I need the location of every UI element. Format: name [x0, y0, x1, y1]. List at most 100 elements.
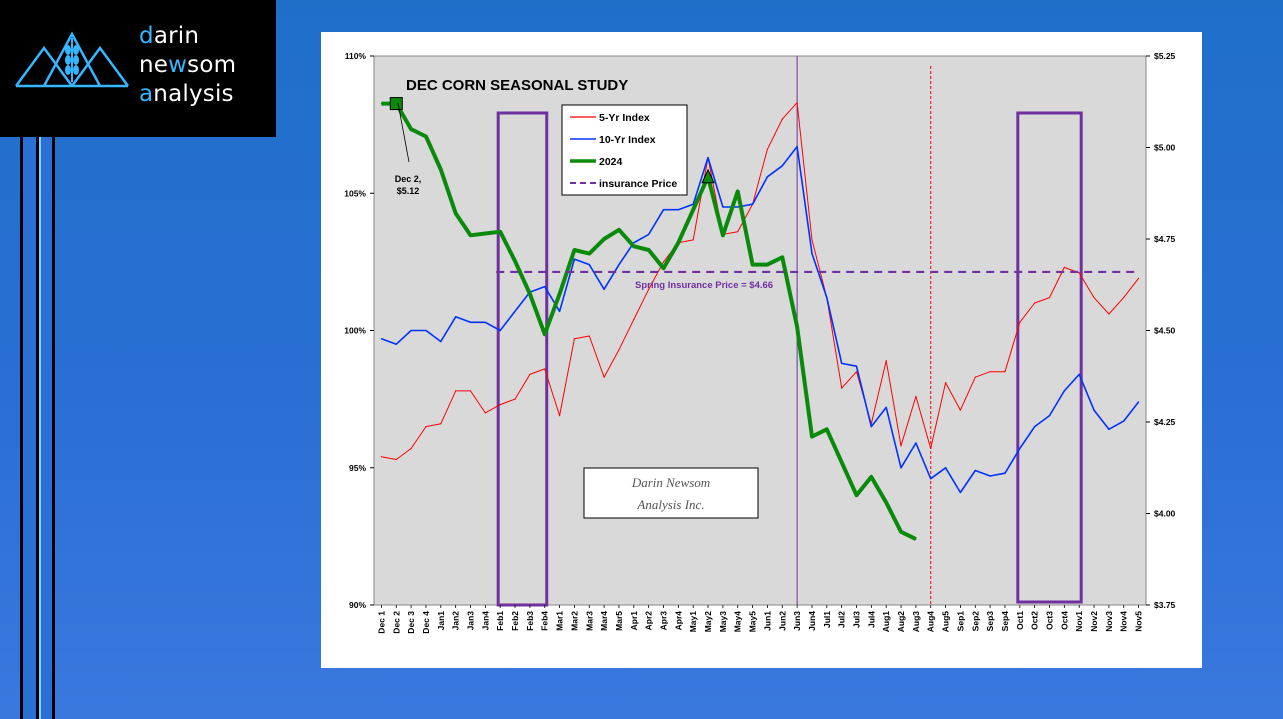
data-point-2024 [855, 494, 858, 496]
x-tick-label: May5 [748, 611, 758, 633]
data-point-5-yr-index [1048, 296, 1051, 299]
data-point-5-yr-index [603, 376, 605, 378]
start-label-price: $5.12 [397, 186, 420, 196]
x-tick-label: Dec 3 [406, 611, 416, 634]
x-tick-label: May1 [688, 611, 698, 633]
data-point-5-yr-index [1108, 313, 1110, 315]
data-point-10-yr-index [469, 321, 472, 323]
start-point-marker [389, 97, 403, 111]
brand-line-3: analysis [139, 81, 234, 107]
data-point-5-yr-index [662, 261, 665, 263]
x-tick-label: Aug2 [896, 611, 906, 633]
data-point-2024 [633, 245, 635, 247]
data-point-10-yr-index [885, 406, 887, 408]
data-point-10-yr-index [766, 176, 769, 178]
data-point-2024 [692, 209, 694, 211]
data-point-2024 [648, 249, 650, 251]
data-point-2024 [573, 249, 576, 251]
data-point-5-yr-index [1123, 296, 1125, 299]
data-point-2024 [826, 428, 828, 430]
x-tick-label: Mar2 [569, 611, 579, 631]
data-point-10-yr-index [1019, 447, 1021, 450]
data-point-10-yr-index [573, 258, 576, 260]
data-point-5-yr-index [440, 423, 442, 425]
decor-bar [41, 137, 52, 719]
series-line-5-yr-index [381, 102, 1139, 460]
watermark-line-1: Darin Newsom [631, 475, 710, 490]
data-point-10-yr-index [484, 321, 486, 323]
data-point-10-yr-index [425, 329, 427, 332]
x-tick-label: Nov4 [1119, 611, 1129, 632]
data-point-5-yr-index [380, 456, 383, 458]
data-point-10-yr-index [380, 338, 383, 340]
data-point-10-yr-index [499, 329, 501, 332]
data-point-10-yr-index [558, 310, 561, 312]
data-point-10-yr-index [1078, 373, 1080, 376]
x-tick-label: Jul4 [866, 611, 876, 628]
data-point-5-yr-index [974, 376, 976, 378]
data-point-10-yr-index [870, 425, 872, 428]
insurance-price-label: Spring Insurance Price = $4.66 [635, 280, 773, 291]
x-tick-label: Nov5 [1134, 611, 1144, 632]
chart-card: 90% 95% 100% 105% 110% $3.75 $4.00 $4.25 $4.50 $4… [321, 32, 1202, 668]
y-left-tick-label: 90% [349, 600, 366, 610]
data-point-10-yr-index [826, 296, 828, 299]
data-point-5-yr-index [989, 371, 991, 373]
x-tick-label: Aug5 [941, 611, 951, 633]
logo-panel: darin newsom analysis [0, 0, 276, 137]
y-right-tick-label: $4.50 [1154, 326, 1176, 336]
x-tick-label: Apr2 [644, 611, 654, 631]
data-point-2024 [425, 135, 427, 138]
data-point-10-yr-index [648, 233, 650, 236]
chart-title: DEC CORN SEASONAL STUDY [406, 77, 628, 94]
data-point-5-yr-index [633, 318, 635, 321]
x-tick-label: Jan2 [451, 611, 461, 631]
data-point-10-yr-index [915, 442, 917, 444]
data-point-5-yr-index [781, 118, 783, 120]
data-point-10-yr-index [855, 365, 858, 367]
watermark-box [583, 467, 759, 519]
y-right-tick-label: $5.00 [1154, 143, 1176, 153]
x-tick-label: Sep4 [1000, 611, 1010, 632]
data-point-5-yr-index [395, 458, 397, 461]
brand-line-2: newsom [139, 52, 237, 78]
data-point-10-yr-index [900, 467, 902, 469]
data-point-2024 [900, 531, 902, 533]
data-point-2024 [841, 461, 843, 463]
data-point-5-yr-index [484, 412, 486, 414]
data-point-2024 [514, 260, 516, 262]
data-point-5-yr-index [648, 288, 650, 290]
brand-line-1: darin [139, 23, 200, 49]
data-point-5-yr-index [544, 368, 546, 370]
x-tick-label: Oct1 [1015, 611, 1025, 630]
x-tick-label: Jul3 [852, 611, 862, 628]
plot-area [373, 55, 1147, 606]
data-point-10-yr-index [514, 310, 516, 312]
data-point-5-yr-index [1004, 371, 1006, 373]
data-point-5-yr-index [1078, 272, 1080, 274]
data-point-10-yr-index [588, 264, 590, 266]
y-right-tick-label: $5.25 [1154, 51, 1176, 61]
peak-point-marker [701, 168, 715, 184]
x-tick-label: Mar5 [614, 611, 624, 631]
data-point-5-yr-index [588, 335, 590, 337]
data-point-10-yr-index [440, 340, 442, 343]
data-point-2024 [811, 436, 813, 438]
data-point-2024 [410, 128, 412, 130]
data-point-10-yr-index [930, 478, 932, 480]
data-point-10-yr-index [1123, 420, 1125, 422]
x-tick-label: May4 [733, 611, 743, 633]
data-point-10-yr-index [737, 206, 739, 208]
data-point-10-yr-index [618, 264, 620, 266]
x-tick-label: Jul2 [837, 611, 847, 628]
data-point-5-yr-index [855, 371, 858, 373]
data-point-5-yr-index [469, 390, 472, 392]
legend-box [561, 104, 688, 196]
data-point-10-yr-index [944, 467, 947, 469]
start-leader-line [397, 102, 410, 163]
data-point-10-yr-index [410, 329, 412, 332]
watermark: Darin Newsom Analysis Inc. [583, 467, 759, 519]
x-tick-label: Feb4 [540, 611, 550, 631]
data-point-2024 [751, 264, 754, 266]
data-point-2024 [722, 234, 724, 236]
